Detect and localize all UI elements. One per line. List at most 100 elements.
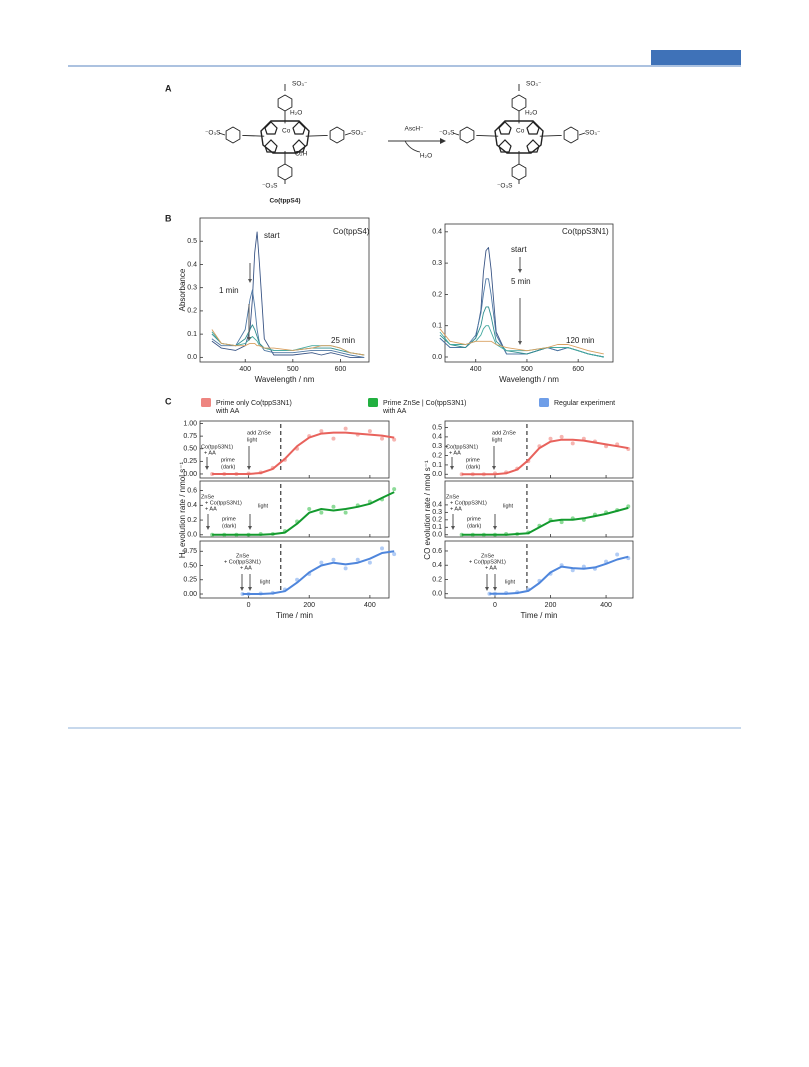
- spectrum: [211, 324, 365, 356]
- scheme-label: ⁻O₃S: [262, 183, 278, 190]
- y-tick-label: 0.2: [432, 576, 442, 583]
- y-tick-label: 0.2: [432, 291, 442, 298]
- y-tick-label: 0.3: [187, 285, 197, 292]
- arrow-head: [247, 466, 251, 470]
- annotation: Co(tppS3N1): [446, 444, 478, 450]
- y-tick-label: 0.50: [183, 446, 197, 453]
- y-tick-label: 0.0: [432, 591, 442, 598]
- scheme-label: ⁻O₃S: [497, 183, 513, 190]
- x-axis-label: Wavelength / nm: [255, 375, 315, 384]
- macrocycle: [494, 120, 544, 154]
- legend-label: Regular experiment: [554, 400, 615, 407]
- annotation: light: [258, 503, 269, 509]
- x-axis-label: Wavelength / nm: [499, 375, 559, 384]
- x-tick-label: 600: [572, 366, 584, 373]
- plot-frame: [444, 480, 634, 538]
- plot-frame: [444, 223, 614, 363]
- y-tick-label: 1.00: [183, 420, 197, 427]
- arrow-head: [440, 138, 446, 144]
- annotation: ZnSe: [236, 553, 249, 559]
- y-tick-label: 0.4: [432, 502, 442, 509]
- data-point: [367, 560, 372, 565]
- annotation: + Co(tppS3N1): [450, 500, 487, 506]
- annotation: ZnSe: [446, 494, 459, 500]
- legend-swatch: [368, 398, 378, 407]
- data-point: [392, 437, 397, 442]
- legend-label: with AA: [382, 408, 407, 415]
- bond: [539, 134, 562, 137]
- y-tick-label: 0.3: [432, 509, 442, 516]
- annotation: light: [492, 437, 503, 443]
- arrow-head: [205, 466, 209, 470]
- scheme-label: O₂H: [295, 151, 308, 158]
- y-tick-label: 0.2: [432, 452, 442, 459]
- scheme-label: AscH⁻: [405, 126, 425, 133]
- annotation: 5 min: [511, 277, 531, 286]
- annotation: 1 min: [219, 286, 239, 295]
- x-tick-label: 400: [600, 602, 612, 609]
- pyrrole: [498, 121, 512, 135]
- annotation: light: [260, 579, 271, 585]
- y-tick-label: 0.25: [183, 458, 197, 465]
- data-point: [570, 568, 575, 573]
- annotation: light: [505, 579, 516, 585]
- x-axis-label: Time / min: [276, 611, 313, 620]
- header-tab: [651, 50, 741, 65]
- annotation: + AA: [485, 565, 497, 571]
- plot-frame: [199, 480, 390, 538]
- phenyl-ring: [511, 94, 527, 112]
- y-tick-label: 0.00: [183, 471, 197, 478]
- data-point: [367, 429, 372, 434]
- y-tick-label: 0.4: [432, 434, 442, 441]
- y-tick-label: 0.1: [432, 323, 442, 330]
- arrow-head: [451, 526, 455, 530]
- y-tick-label: 0.6: [432, 548, 442, 555]
- y-tick-label: 0.5: [187, 238, 197, 245]
- annotation: + AA: [204, 450, 216, 456]
- spectrum: [211, 329, 365, 356]
- x-tick-label: 200: [545, 602, 557, 609]
- y-tick-label: 0.0: [432, 471, 442, 478]
- annotation: + AA: [449, 450, 461, 456]
- arrow-head: [248, 587, 252, 591]
- y-tick-label: 0.1: [432, 462, 442, 469]
- x-tick-label: 400: [470, 366, 482, 373]
- y-tick-label: 0.0: [187, 354, 197, 361]
- bond: [476, 134, 499, 137]
- annotation: + AA: [450, 506, 462, 512]
- arrow-head: [485, 587, 489, 591]
- x-tick-label: 500: [521, 366, 533, 373]
- y-tick-label: 0.6: [187, 487, 197, 494]
- y-tick-label: 0.0: [432, 532, 442, 539]
- phenyl-ring: [225, 126, 241, 144]
- annotation: ZnSe: [201, 494, 214, 500]
- fit-line: [212, 431, 395, 475]
- x-tick-label: 0: [493, 602, 497, 609]
- annotation: + Co(tppS3N1): [205, 500, 242, 506]
- y-tick-label: 0.2: [187, 517, 197, 524]
- y-tick-label: 0.4: [432, 562, 442, 569]
- x-axis-label: Time / min: [520, 611, 557, 620]
- annotation: + AA: [240, 565, 252, 571]
- fit-line: [461, 506, 629, 536]
- data-point: [570, 441, 575, 446]
- y-tick-label: 0.75: [183, 548, 197, 555]
- annotation: + Co(tppS3N1): [469, 559, 506, 565]
- spectrum: [211, 289, 365, 358]
- data-point: [380, 436, 385, 441]
- y-tick-label: 0.4: [432, 229, 442, 236]
- plot-frame: [199, 420, 390, 479]
- pyrrole: [264, 139, 278, 153]
- y-tick-label: 0.3: [432, 443, 442, 450]
- legend-label: Prime ZnSe | Co(tppS3N1): [383, 400, 467, 407]
- annotation: add ZnSe: [492, 430, 516, 436]
- y-tick-label: 0.50: [183, 562, 197, 569]
- annotation: 25 min: [331, 336, 355, 345]
- scheme-label: Co: [282, 128, 291, 135]
- data-point: [392, 487, 397, 492]
- annotation: prime: [466, 457, 480, 463]
- scheme-label: H₂O: [525, 110, 537, 117]
- y-tick-label: 0.25: [183, 577, 197, 584]
- data-point: [343, 510, 348, 515]
